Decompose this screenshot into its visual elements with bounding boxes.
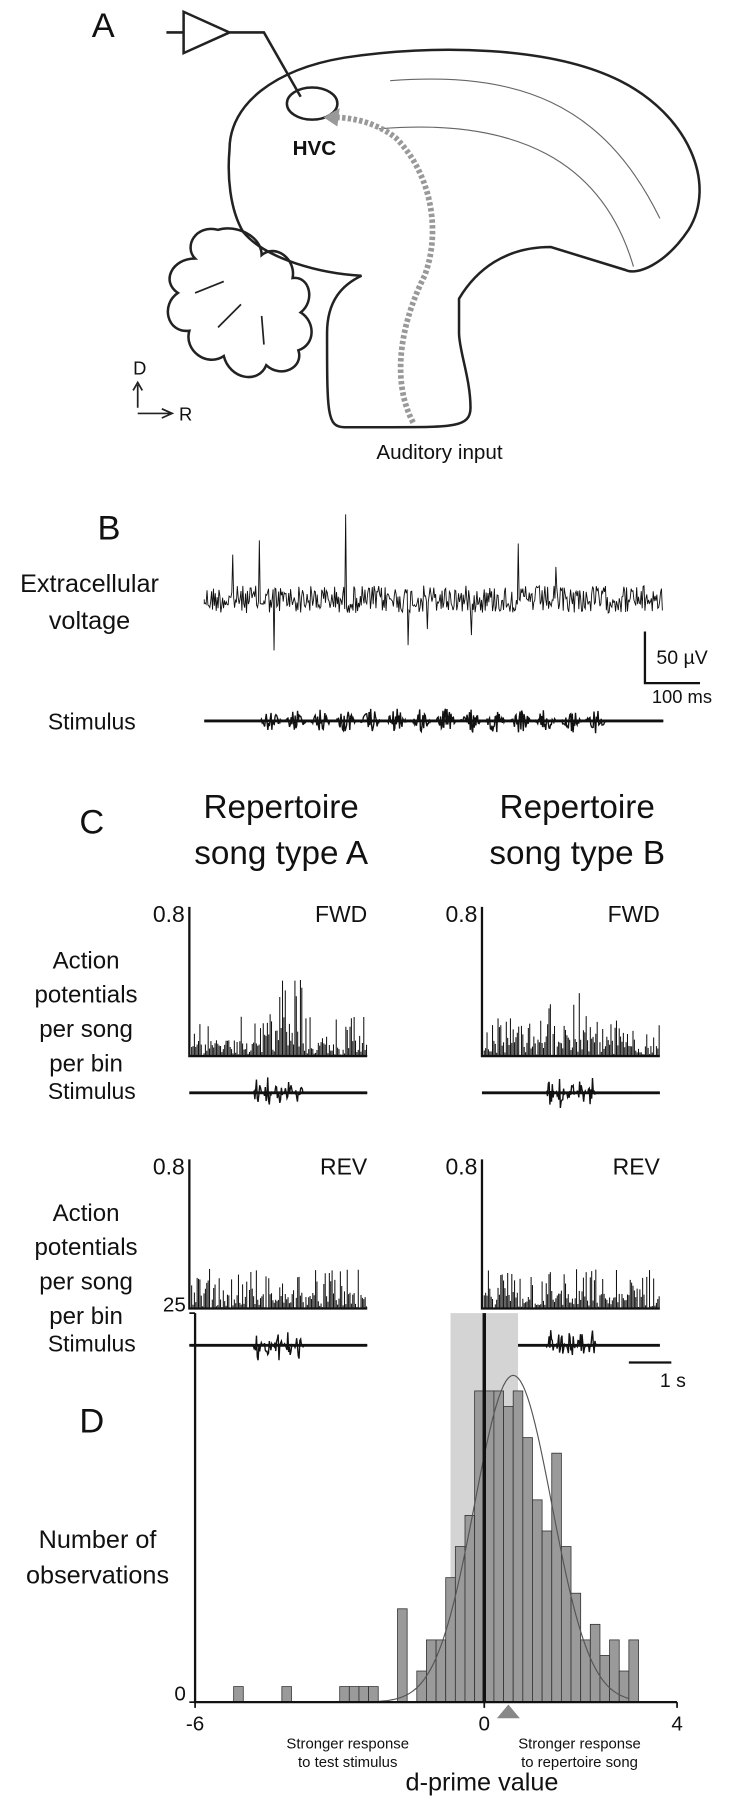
x-axis-label: d-prime value — [406, 1768, 559, 1796]
axis — [480, 906, 660, 1058]
panel-label: B — [98, 510, 121, 548]
histogram-bar — [397, 1608, 408, 1703]
x-tick-label: -6 — [186, 1713, 204, 1736]
stimulus-label: Stimulus — [48, 1078, 136, 1104]
condition-label: REV — [320, 1154, 368, 1180]
annotation: Stronger response — [518, 1737, 641, 1753]
histogram-bar — [580, 1639, 591, 1703]
histogram-bar — [503, 1406, 514, 1703]
column-title: song type B — [489, 835, 665, 872]
histogram-bar — [339, 1686, 350, 1703]
histogram-bar — [493, 1390, 504, 1703]
psth — [191, 1268, 368, 1309]
histogram-bar — [281, 1686, 292, 1703]
y-axis-label: per song — [39, 1269, 133, 1296]
histogram-bar — [348, 1686, 360, 1703]
axis — [480, 1159, 660, 1310]
region-label: HVC — [293, 137, 337, 160]
scale-label: 100 ms — [652, 686, 712, 707]
stimulus-label: Stimulus — [48, 708, 136, 734]
x-tick-label: 0 — [479, 1713, 490, 1736]
histogram-bar — [512, 1390, 524, 1703]
stimulus-trace — [189, 1332, 368, 1361]
histogram-bar — [358, 1686, 370, 1703]
y-axis-label: Number of — [39, 1526, 158, 1554]
y-axis-label: per song — [39, 1016, 133, 1043]
y-axis-label: potentials — [35, 982, 138, 1009]
scale-label: 1 s — [660, 1370, 686, 1392]
histogram-bar — [560, 1546, 572, 1703]
y-tick-label: 0.8 — [153, 1154, 185, 1180]
auditory-pathway — [332, 114, 436, 424]
axis-label: D — [133, 358, 146, 379]
scale-label: 50 µV — [656, 647, 707, 669]
psth — [483, 1269, 660, 1309]
psth — [191, 979, 368, 1057]
condition-label: FWD — [315, 901, 367, 927]
stimulus-trace — [189, 1077, 368, 1105]
brain-diagram — [132, 9, 701, 429]
pathway-arrowhead — [323, 108, 340, 127]
y-axis-label: observations — [26, 1562, 169, 1590]
histogram-bar — [589, 1623, 601, 1703]
panel-label: C — [79, 803, 104, 841]
column-title: Repertoire — [203, 789, 358, 826]
trace-label: voltage — [49, 607, 130, 635]
y-tick-label: 0 — [174, 1683, 185, 1706]
histogram-bar — [233, 1686, 244, 1703]
histogram-bar — [435, 1639, 447, 1703]
y-tick-label: 0.8 — [153, 901, 185, 927]
histogram-bar — [532, 1499, 543, 1703]
annotation: to repertoire song — [521, 1755, 638, 1771]
y-axis-label: per bin — [49, 1051, 123, 1078]
stimulus-trace — [481, 1330, 660, 1356]
stimulus-trace — [481, 1077, 660, 1109]
histogram-bar — [426, 1639, 437, 1703]
stimulus-label: Stimulus — [48, 1330, 136, 1356]
trace-label: Extracellular — [20, 570, 159, 598]
column-title: song type A — [194, 835, 369, 872]
scale-bar — [643, 631, 701, 685]
condition-label: REV — [613, 1154, 661, 1180]
y-tick-label: 25 — [163, 1294, 186, 1317]
stimulus-trace — [204, 708, 664, 734]
condition-label: FWD — [608, 901, 660, 927]
histogram-bar — [570, 1592, 582, 1703]
histogram-bar — [454, 1546, 466, 1703]
axis — [188, 906, 368, 1058]
panel-label: A — [92, 7, 115, 45]
histogram-bar — [445, 1577, 456, 1703]
x-tick-label: 4 — [671, 1713, 682, 1736]
axis — [188, 1159, 368, 1310]
axis-label: R — [179, 404, 192, 425]
histogram-bar — [541, 1530, 553, 1703]
histogram-bar — [368, 1686, 379, 1703]
column-title: Repertoire — [500, 789, 655, 826]
y-axis-label: Action — [53, 1200, 120, 1227]
psth — [483, 993, 660, 1057]
annotation: to test stimulus — [298, 1755, 397, 1771]
y-axis-label: potentials — [35, 1234, 138, 1261]
histogram-bar — [628, 1639, 639, 1703]
histogram-bar — [522, 1437, 533, 1703]
histogram-bar — [609, 1639, 620, 1703]
y-tick-label: 0.8 — [445, 1154, 477, 1180]
histogram-bar — [551, 1452, 562, 1703]
y-axis-label: per bin — [49, 1303, 123, 1330]
mean-marker — [496, 1704, 520, 1719]
input-label: Auditory input — [376, 441, 502, 464]
annotation: Stronger response — [286, 1737, 409, 1753]
panel-label: D — [79, 1402, 104, 1440]
y-tick-label: 0.8 — [445, 901, 477, 927]
voltage-trace — [203, 514, 663, 651]
y-axis-label: Action — [53, 947, 120, 974]
